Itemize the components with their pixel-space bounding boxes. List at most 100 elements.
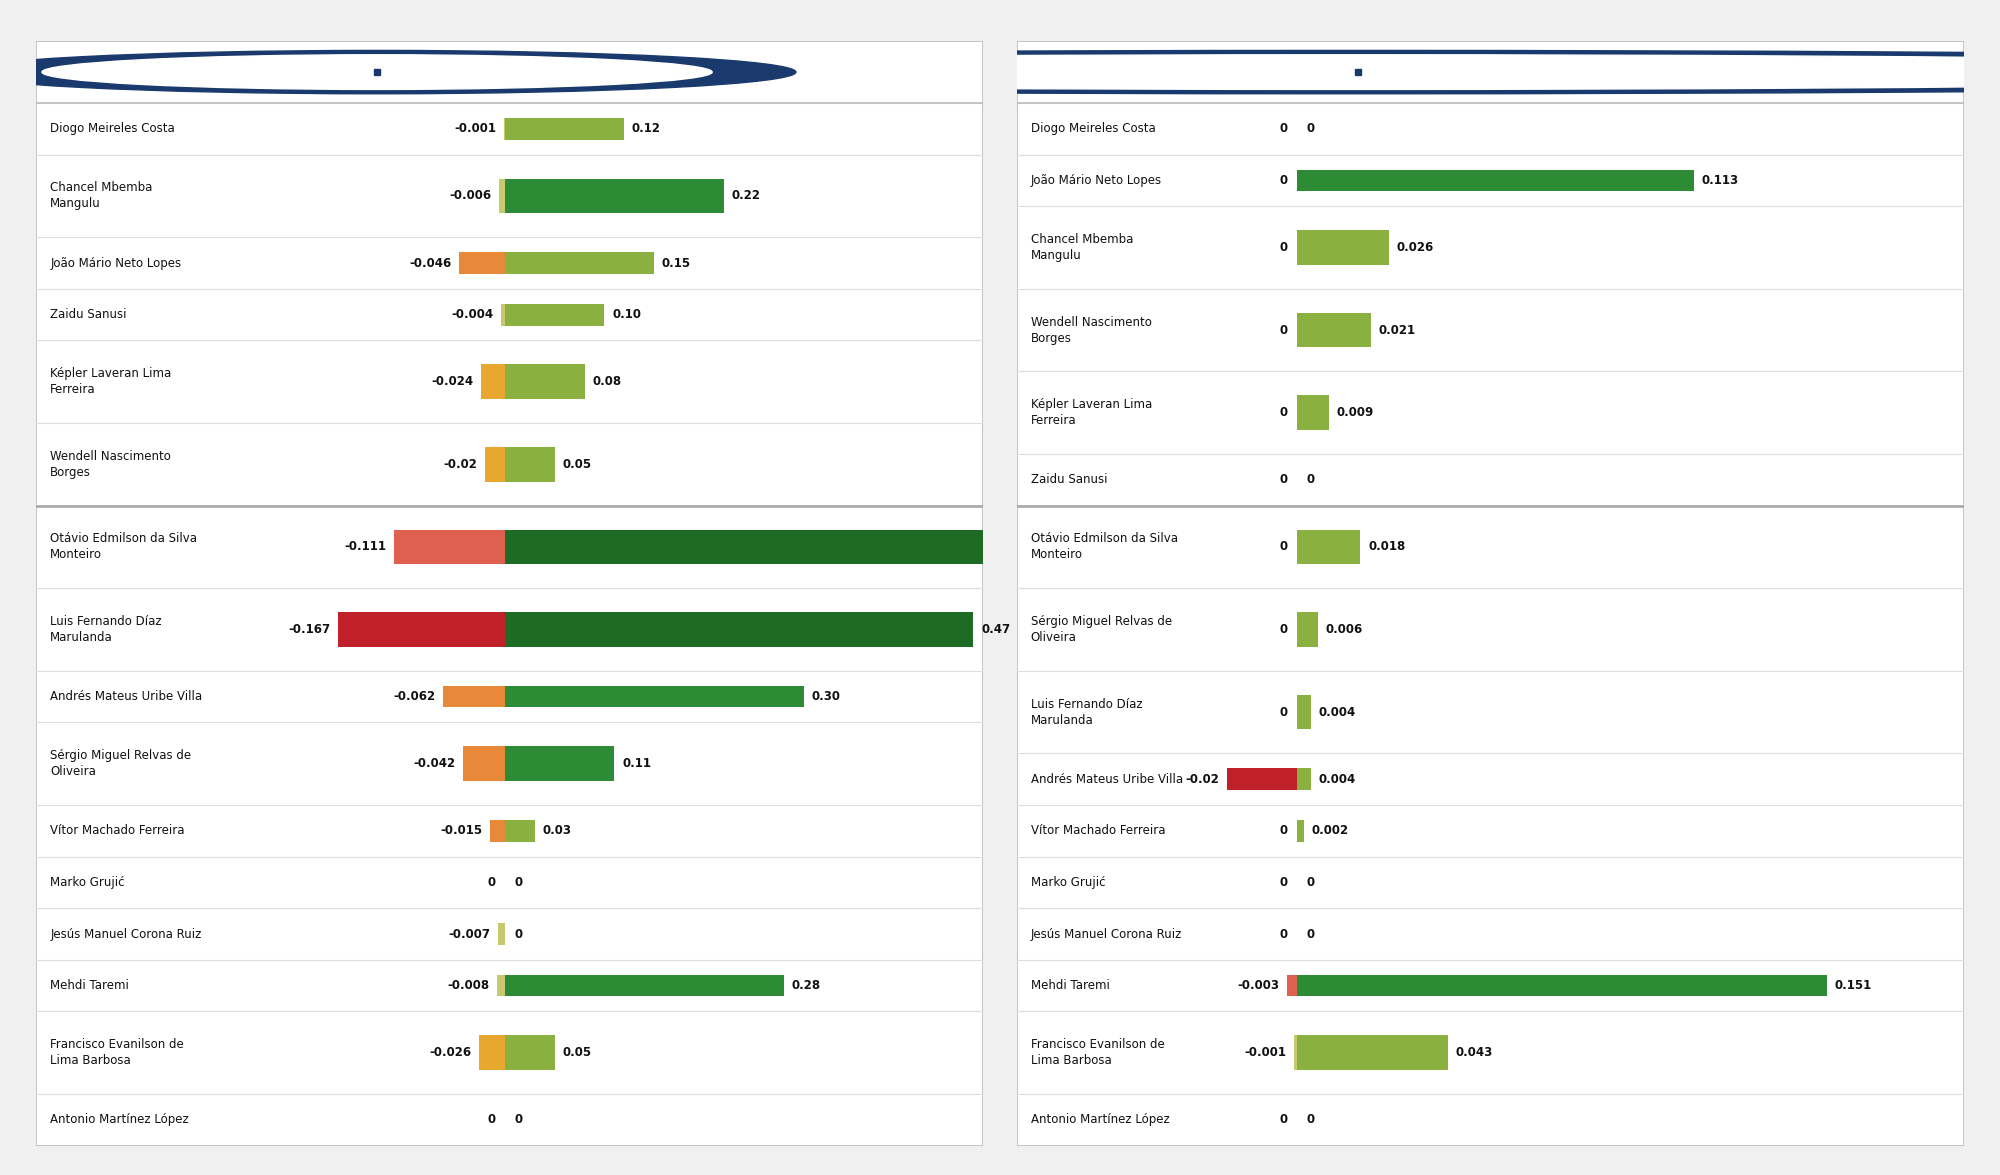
Text: 0: 0	[1280, 323, 1288, 337]
Text: Mehdi Taremi: Mehdi Taremi	[1030, 979, 1110, 992]
Text: Luis Fernando Díaz
Marulanda: Luis Fernando Díaz Marulanda	[50, 615, 162, 644]
Bar	[484, 446, 504, 482]
Text: Diogo Meireles Costa: Diogo Meireles Costa	[1030, 122, 1156, 135]
Text: -0.003: -0.003	[1238, 979, 1280, 992]
Text: -0.001: -0.001	[454, 122, 496, 135]
Bar	[462, 746, 504, 781]
Text: 0.53: 0.53	[1040, 540, 1070, 553]
Text: -0.006: -0.006	[450, 189, 492, 202]
Text: Antonio Martínez López: Antonio Martínez López	[50, 1114, 188, 1127]
Text: -0.024: -0.024	[432, 375, 474, 388]
Text: -0.062: -0.062	[394, 690, 436, 703]
Bar	[504, 746, 614, 781]
Bar	[504, 446, 554, 482]
Text: 0: 0	[1280, 927, 1288, 940]
Bar	[1298, 396, 1328, 430]
Bar	[338, 612, 504, 647]
Text: 0: 0	[1280, 474, 1288, 486]
Text: -0.004: -0.004	[452, 308, 494, 321]
Bar	[504, 179, 724, 214]
Text: 0: 0	[488, 1114, 496, 1127]
Text: 0: 0	[1280, 241, 1288, 254]
Text: 0.10: 0.10	[612, 308, 642, 321]
Text: 0: 0	[1306, 875, 1314, 889]
Text: 0.026: 0.026	[1396, 241, 1434, 254]
Text: -0.167: -0.167	[288, 623, 330, 636]
Text: Marko Grujić: Marko Grujić	[1030, 875, 1106, 889]
Bar	[498, 179, 504, 214]
Text: -0.008: -0.008	[448, 979, 490, 992]
Text: Luis Fernando Díaz
Marulanda: Luis Fernando Díaz Marulanda	[1030, 698, 1142, 726]
Bar	[504, 975, 784, 996]
Text: -0.015: -0.015	[440, 825, 482, 838]
Text: Képler Laveran Lima
Ferreira: Képler Laveran Lima Ferreira	[1030, 398, 1152, 428]
Text: Zaidu Sanusi: Zaidu Sanusi	[50, 308, 126, 321]
Bar	[1298, 230, 1388, 264]
Text: 0.05: 0.05	[562, 458, 592, 471]
Text: 0.03: 0.03	[542, 825, 572, 838]
Text: 0.002: 0.002	[1312, 825, 1350, 838]
Text: 0: 0	[514, 1114, 522, 1127]
Text: 0: 0	[1306, 122, 1314, 135]
Text: 0: 0	[488, 875, 496, 889]
Text: 0.05: 0.05	[562, 1046, 592, 1059]
Text: 0: 0	[1280, 122, 1288, 135]
Text: 0.004: 0.004	[1318, 773, 1356, 786]
Bar	[504, 364, 584, 400]
Bar	[504, 820, 534, 841]
Text: Chancel Mbemba
Mangulu: Chancel Mbemba Mangulu	[50, 181, 152, 210]
Circle shape	[42, 55, 712, 89]
Bar	[504, 304, 604, 325]
Text: Vítor Machado Ferreira: Vítor Machado Ferreira	[50, 825, 184, 838]
Text: 0: 0	[1306, 1114, 1314, 1127]
Bar	[504, 253, 654, 274]
Text: Jesús Manuel Corona Ruiz: Jesús Manuel Corona Ruiz	[1030, 927, 1182, 940]
Bar	[1298, 820, 1304, 841]
Bar	[498, 924, 504, 945]
Bar	[1286, 975, 1298, 996]
Bar	[480, 364, 504, 400]
Text: Francisco Evanilson de
Lima Barbosa: Francisco Evanilson de Lima Barbosa	[50, 1039, 184, 1067]
Text: xT from Passes: xT from Passes	[54, 62, 234, 82]
Text: -0.042: -0.042	[414, 757, 456, 770]
Circle shape	[178, 55, 2000, 89]
Bar	[504, 612, 974, 647]
Text: -0.001: -0.001	[1244, 1046, 1286, 1059]
Bar	[458, 253, 504, 274]
Bar	[496, 975, 504, 996]
Bar	[442, 686, 504, 707]
Text: 0.28: 0.28	[792, 979, 820, 992]
Text: 0.08: 0.08	[592, 375, 622, 388]
Text: 0: 0	[1280, 705, 1288, 719]
Bar	[1294, 1035, 1298, 1070]
Text: 0.004: 0.004	[1318, 705, 1356, 719]
Text: Antonio Martínez López: Antonio Martínez López	[1030, 1114, 1170, 1127]
Bar	[504, 118, 624, 140]
Text: 0.47: 0.47	[982, 623, 1010, 636]
Text: 0: 0	[514, 927, 522, 940]
Text: 0.113: 0.113	[1702, 174, 1738, 187]
Text: -0.111: -0.111	[344, 540, 386, 553]
Bar	[1298, 768, 1312, 790]
Text: -0.046: -0.046	[410, 256, 452, 269]
Text: 0: 0	[1280, 825, 1288, 838]
Bar	[1298, 530, 1360, 564]
Text: Andrés Mateus Uribe Villa: Andrés Mateus Uribe Villa	[50, 690, 202, 703]
Bar	[504, 1035, 554, 1070]
Text: -0.02: -0.02	[1186, 773, 1220, 786]
Text: 0.11: 0.11	[622, 757, 652, 770]
Text: Képler Laveran Lima
Ferreira: Képler Laveran Lima Ferreira	[50, 368, 172, 396]
Text: Diogo Meireles Costa: Diogo Meireles Costa	[50, 122, 174, 135]
Text: -0.026: -0.026	[430, 1046, 472, 1059]
Text: xT from Dribbles: xT from Dribbles	[1036, 62, 1232, 82]
Text: 0: 0	[1280, 407, 1288, 419]
Bar	[1298, 313, 1370, 348]
Text: 0.018: 0.018	[1368, 540, 1406, 553]
Text: 0: 0	[1306, 927, 1314, 940]
Text: Marko Grujić: Marko Grujić	[50, 875, 124, 889]
Text: 0.021: 0.021	[1378, 323, 1416, 337]
Bar	[1298, 612, 1318, 647]
Bar	[504, 530, 1034, 564]
Text: 0: 0	[1280, 1114, 1288, 1127]
Text: João Mário Neto Lopes: João Mário Neto Lopes	[50, 256, 182, 269]
